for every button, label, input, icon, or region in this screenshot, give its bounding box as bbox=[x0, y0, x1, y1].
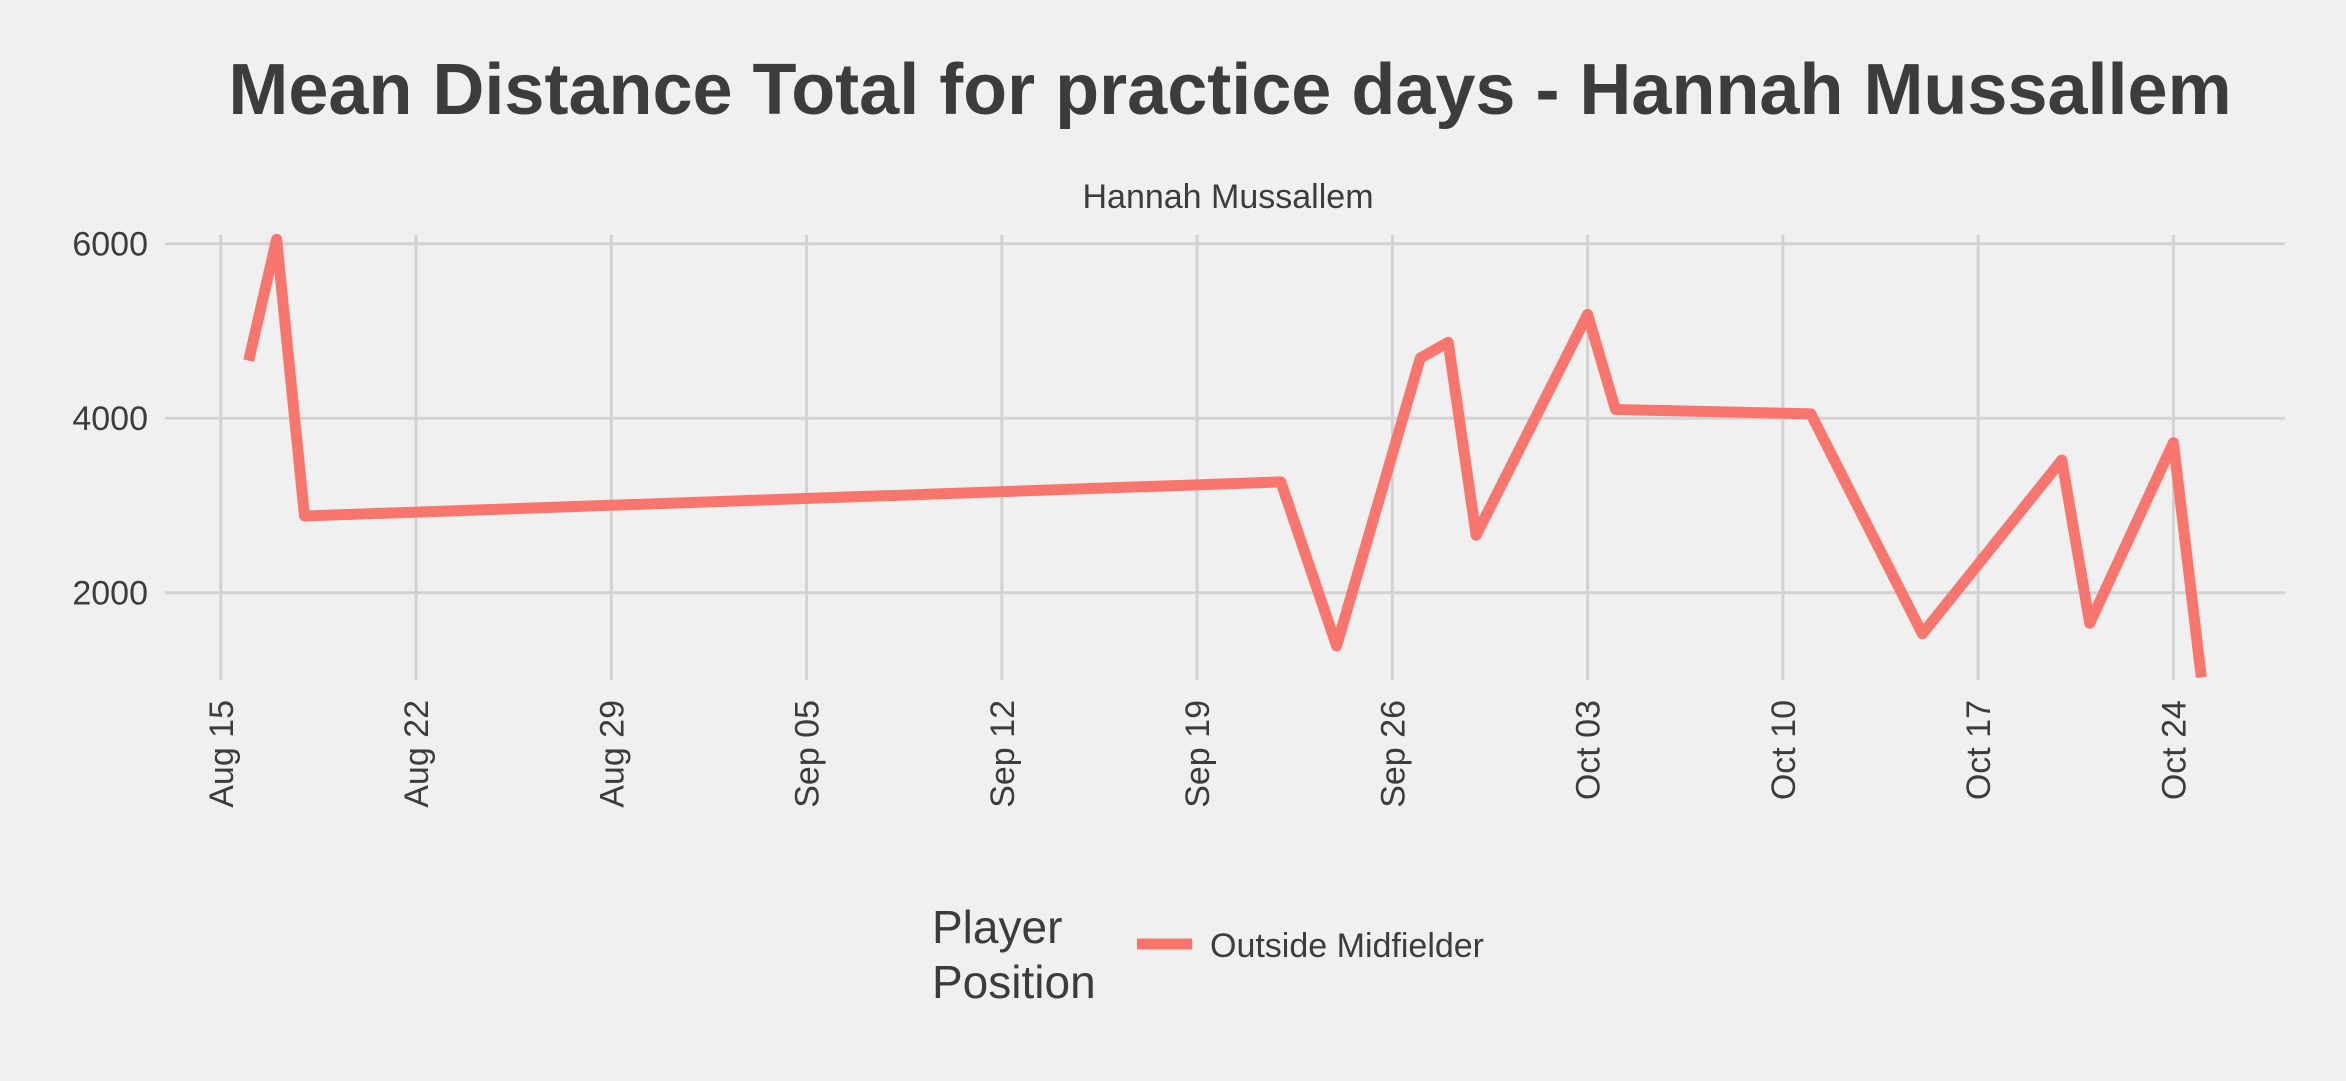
data-point bbox=[1419, 357, 1421, 359]
data-point bbox=[276, 238, 278, 240]
x-tick-label: Aug 22 bbox=[398, 700, 436, 808]
series-line-outside-midfielder bbox=[243, 233, 2207, 679]
chart-subtitle: Hannah Mussallem bbox=[1082, 178, 1373, 216]
data-point bbox=[248, 360, 250, 362]
y-tick-label: 4000 bbox=[72, 400, 148, 438]
legend-title-line-1: Player bbox=[932, 901, 1062, 953]
data-point bbox=[1921, 633, 1923, 635]
grid bbox=[165, 235, 2285, 680]
x-tick-label: Sep 12 bbox=[984, 700, 1022, 808]
data-point bbox=[1336, 645, 1338, 647]
y-tick-label: 2000 bbox=[72, 575, 148, 613]
legend-label-outside-midfielder: Outside Midfielder bbox=[1210, 927, 1484, 965]
data-point bbox=[303, 515, 305, 517]
x-tick-label: Sep 05 bbox=[789, 700, 827, 808]
data-point bbox=[2200, 676, 2202, 678]
x-axis-ticks: Aug 15 Aug 22 Aug 29 Sep 05 Sep 12 Sep 19 Sep … bbox=[203, 700, 2194, 808]
legend: Player Position Outside Midfielder bbox=[932, 901, 1484, 1008]
data-point bbox=[1615, 409, 1617, 411]
chart-title: Mean Distance Total for practice days - … bbox=[228, 50, 2231, 130]
x-tick-label: Oct 10 bbox=[1765, 700, 1803, 800]
data-point bbox=[1447, 341, 1449, 343]
data-point bbox=[2061, 459, 2063, 461]
y-tick-label: 6000 bbox=[72, 226, 148, 264]
data-point bbox=[1810, 413, 1812, 415]
x-tick-label: Aug 15 bbox=[203, 700, 241, 808]
data-point bbox=[2172, 442, 2174, 444]
x-tick-label: Oct 17 bbox=[1960, 700, 1998, 800]
data-point bbox=[1587, 313, 1589, 315]
data-point bbox=[2089, 622, 2091, 624]
series-layer bbox=[243, 233, 2207, 679]
x-tick-label: Sep 19 bbox=[1179, 700, 1217, 808]
data-point bbox=[1280, 481, 1282, 483]
x-tick-label: Oct 03 bbox=[1570, 700, 1608, 800]
data-point bbox=[1475, 534, 1477, 536]
x-tick-label: Sep 26 bbox=[1374, 700, 1412, 808]
x-tick-label: Oct 24 bbox=[2155, 700, 2193, 800]
legend-title-line-2: Position bbox=[932, 956, 1096, 1008]
y-axis-ticks: 2000 4000 6000 bbox=[72, 226, 148, 613]
x-tick-label: Aug 29 bbox=[593, 700, 631, 808]
